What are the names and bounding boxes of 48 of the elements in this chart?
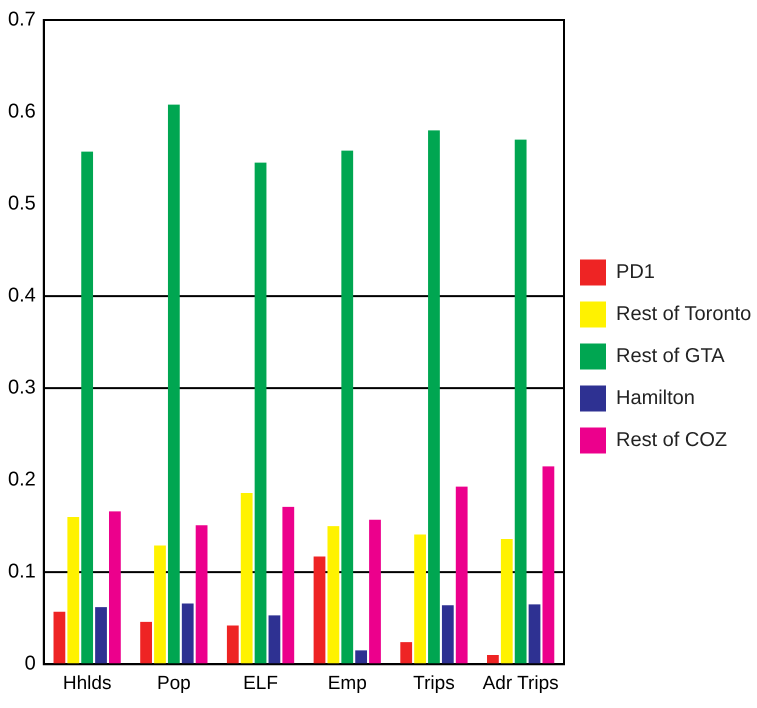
y-tick-label: 0.6	[8, 100, 36, 123]
bar	[240, 493, 253, 664]
bar	[182, 603, 194, 664]
y-tick-label: 0.5	[8, 192, 36, 215]
x-tick-label: ELF	[243, 672, 278, 694]
y-tick-label: 0.3	[8, 376, 36, 399]
bar	[355, 650, 368, 664]
y-tick-label: 0.2	[8, 468, 36, 491]
bar	[268, 615, 280, 664]
bar	[154, 545, 166, 664]
legend-label: Rest of GTA	[616, 345, 726, 368]
bar	[369, 520, 381, 664]
bar	[81, 152, 94, 664]
legend-label: Hamilton	[616, 387, 695, 410]
legend-label: Rest of Toronto	[616, 303, 752, 326]
bar	[400, 642, 412, 664]
bar	[542, 466, 554, 664]
bar	[140, 622, 152, 664]
bar	[442, 605, 454, 664]
bar	[254, 162, 266, 664]
bar	[196, 525, 208, 664]
x-tick-label: Adr Trips	[482, 672, 559, 694]
y-tick-label: 0.1	[8, 560, 36, 583]
y-tick-label: 0	[24, 652, 36, 675]
legend-label: Rest of COZ	[616, 429, 728, 452]
bar	[109, 511, 121, 664]
x-tick-label: Pop	[156, 672, 191, 694]
bar	[428, 130, 440, 664]
bar	[341, 150, 354, 664]
bar	[414, 534, 426, 664]
bar	[168, 104, 180, 664]
bar	[514, 140, 527, 664]
x-tick-label: Emp	[328, 672, 367, 694]
bar	[226, 626, 239, 664]
bar	[95, 607, 107, 664]
x-tick-label: Trips	[413, 672, 455, 694]
y-tick-label: 0.7	[8, 8, 36, 31]
bar	[500, 539, 513, 664]
bar	[54, 612, 66, 664]
bar	[314, 556, 326, 664]
bar	[327, 526, 340, 664]
legend-label: PD1	[616, 261, 655, 284]
x-tick-label: Hhlds	[62, 672, 112, 694]
bar	[528, 604, 540, 664]
bar	[456, 486, 468, 664]
y-tick-label: 0.4	[8, 284, 36, 307]
bar	[282, 506, 294, 664]
bar	[67, 516, 80, 664]
